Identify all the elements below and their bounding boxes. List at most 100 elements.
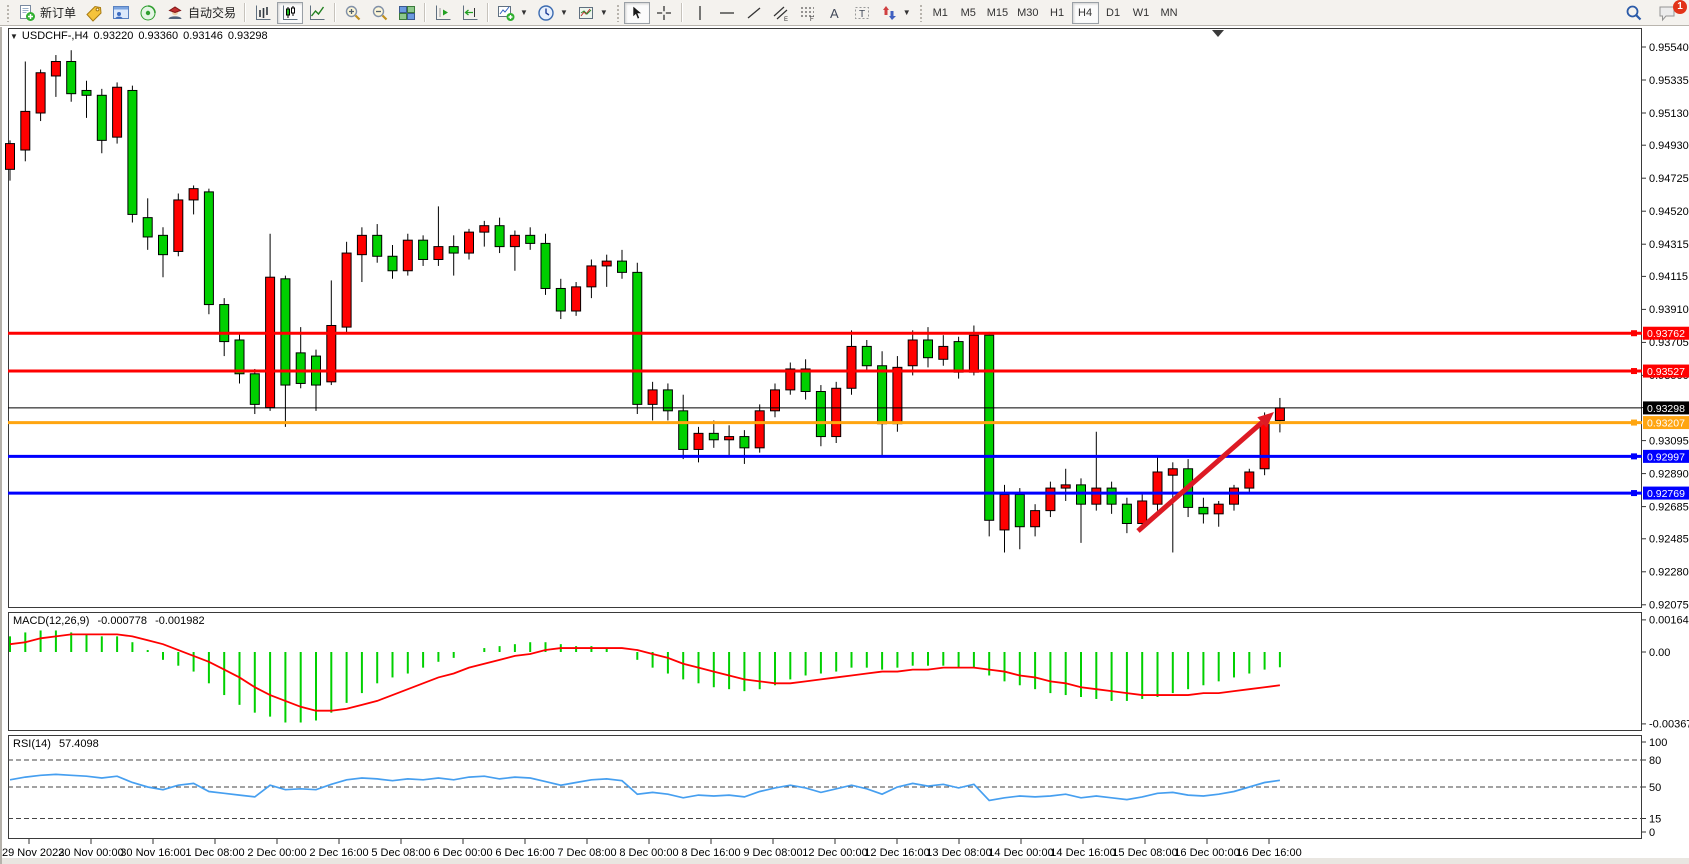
svg-text:0.001642: 0.001642 [1649, 615, 1689, 627]
equidistant-channel-icon: E [773, 6, 788, 22]
fibonacci-tool-button[interactable]: F [795, 2, 821, 24]
tile-windows-button[interactable] [394, 2, 420, 24]
line-chart-button[interactable] [304, 2, 330, 24]
zoom-in-button[interactable] [340, 2, 366, 24]
macd-axis[interactable]: 0.001642 0.00 -0.003674 [1642, 615, 1689, 731]
current-price-line-0.93298[interactable]: 0.93298 [8, 401, 1689, 415]
new-order-button[interactable]: 新订单 [14, 2, 80, 24]
symbol-dropdown-icon[interactable]: ▼ [10, 32, 18, 41]
svg-text:30 Nov 00:00: 30 Nov 00:00 [58, 847, 123, 859]
rsi-axis[interactable]: 100 80 50 15 0 [1642, 737, 1667, 839]
fibonacci-icon: F [800, 7, 814, 22]
svg-text:13 Dec 08:00: 13 Dec 08:00 [926, 847, 991, 859]
svg-text:0.93527: 0.93527 [1647, 366, 1685, 378]
chevron-down-icon: ▼ [599, 8, 608, 17]
candlestick-chart-button[interactable] [277, 1, 304, 24]
macd-name: MACD(12,26,9) [13, 615, 90, 627]
svg-text:T: T [859, 9, 865, 20]
horizontal-line-tool-button[interactable] [714, 2, 740, 24]
toolbar-grip[interactable] [6, 3, 10, 22]
timeframe-m1[interactable]: M1 [927, 2, 954, 24]
svg-text:0.92280: 0.92280 [1649, 567, 1689, 579]
svg-text:0.93095: 0.93095 [1649, 435, 1689, 447]
template-icon [578, 6, 593, 19]
pane-splitter-macd[interactable] [8, 608, 1642, 611]
timeframe-mn[interactable]: MN [1156, 2, 1183, 24]
template-button[interactable]: ▼ [573, 2, 612, 24]
svg-text:0.92997: 0.92997 [1647, 451, 1685, 463]
clock-icon [538, 4, 554, 21]
horizontal-line-0.93762[interactable]: 0.93762 [8, 326, 1689, 341]
signal-disc-icon [140, 4, 156, 20]
timeframe-m30[interactable]: M30 [1013, 2, 1042, 24]
timeframe-m5[interactable]: M5 [955, 2, 982, 24]
bar-chart-button[interactable] [250, 2, 276, 24]
svg-text:0.94115: 0.94115 [1649, 271, 1688, 283]
svg-text:0.92890: 0.92890 [1649, 468, 1689, 480]
candlestick-chart-icon [283, 5, 298, 20]
signal-disc-button[interactable] [135, 2, 161, 24]
auto-scroll-button[interactable] [457, 2, 483, 24]
macd-main-value: -0.000778 [97, 615, 148, 627]
timeframe-d1[interactable]: D1 [1100, 2, 1127, 24]
horizontal-line-0.93527[interactable]: 0.93527 [8, 364, 1689, 379]
svg-text:0.93910: 0.93910 [1649, 304, 1689, 316]
price-axis[interactable]: 0.95540 0.95335 0.95130 0.94930 0.94725 0.945… [1642, 42, 1689, 612]
vertical-line-tool-button[interactable] [687, 2, 713, 24]
trend-arrow-object[interactable] [1136, 412, 1274, 533]
text-label-tool-button[interactable]: T [849, 2, 875, 24]
timeframe-w1[interactable]: W1 [1128, 2, 1155, 24]
low-value: 0.93146 [183, 30, 223, 42]
svg-text:0.93298: 0.93298 [1647, 403, 1685, 415]
macd-signal-value: -0.001982 [155, 615, 205, 627]
horizontal-line-0.92769[interactable]: 0.92769 [8, 486, 1689, 501]
trendline-tool-button[interactable] [741, 2, 767, 24]
search-button[interactable] [1620, 2, 1648, 24]
crosshair-button[interactable] [651, 2, 677, 24]
svg-text:A: A [830, 6, 839, 21]
toolbar-separator [334, 3, 337, 22]
macd-indicator [9, 630, 1281, 723]
svg-text:F: F [810, 17, 814, 22]
text-tool-button[interactable]: A [822, 2, 848, 24]
horizontal-line-0.92997[interactable]: 0.92997 [8, 449, 1689, 464]
horizontal-line-0.93207[interactable]: 0.93207 [8, 416, 1689, 430]
auto-scroll-icon [463, 5, 478, 20]
toolbar-separator [424, 3, 427, 22]
cursor-button[interactable] [623, 1, 650, 24]
trendline-icon [747, 7, 761, 18]
svg-text:15: 15 [1649, 813, 1661, 825]
svg-text:0.93762: 0.93762 [1647, 328, 1685, 340]
svg-text:29 Nov 2022: 29 Nov 2022 [2, 847, 64, 859]
auto-trading-button[interactable]: 自动交易 [162, 2, 240, 24]
macd-signal-line [9, 633, 1281, 712]
price-tag-button[interactable] [81, 2, 107, 24]
pane-splitter-rsi[interactable] [8, 731, 1642, 734]
svg-text:0: 0 [1649, 827, 1655, 839]
terminal-window-button[interactable] [108, 2, 134, 24]
svg-text:0.95130: 0.95130 [1649, 108, 1689, 120]
svg-text:0.94930: 0.94930 [1649, 140, 1689, 152]
line-chart-icon [310, 5, 325, 20]
svg-text:6 Dec 16:00: 6 Dec 16:00 [495, 847, 554, 859]
symbol-label[interactable]: ▼ USDCHF-,H4 0.93220 0.93360 0.93146 0.93298 [10, 30, 273, 42]
toolbar-grip[interactable] [918, 3, 923, 22]
chart-shift-marker[interactable] [1212, 30, 1224, 37]
notifications-button[interactable]: 1 [1654, 0, 1687, 24]
search-icon [1626, 5, 1642, 20]
arrows-tool-button[interactable]: ▼ [876, 2, 915, 24]
toolbar-grip[interactable] [615, 3, 620, 22]
svg-text:0.92685: 0.92685 [1649, 501, 1689, 513]
zoom-out-button[interactable] [367, 2, 393, 24]
svg-text:0.94725: 0.94725 [1649, 173, 1689, 185]
channel-tool-button[interactable]: E [768, 2, 794, 24]
period-button[interactable]: ▼ [533, 2, 572, 24]
timeframe-m15[interactable]: M15 [983, 2, 1012, 24]
scroll-to-end-button[interactable] [430, 2, 456, 24]
timeframe-h1[interactable]: H1 [1044, 2, 1071, 24]
new-chart-button[interactable]: ▼ [493, 2, 532, 24]
timeframe-h4[interactable]: H4 [1071, 1, 1099, 24]
svg-text:E: E [784, 17, 788, 22]
